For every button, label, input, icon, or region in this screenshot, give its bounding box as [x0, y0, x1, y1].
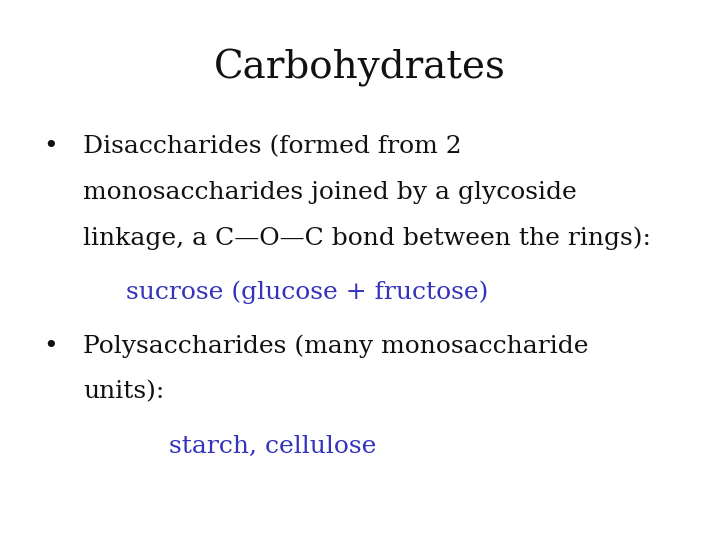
Text: Disaccharides (formed from 2: Disaccharides (formed from 2	[83, 135, 462, 158]
Text: Polysaccharides (many monosaccharide: Polysaccharides (many monosaccharide	[83, 335, 588, 359]
Text: units):: units):	[83, 381, 164, 404]
Text: sucrose (glucose + fructose): sucrose (glucose + fructose)	[126, 281, 488, 305]
Text: monosaccharides joined by a glycoside: monosaccharides joined by a glycoside	[83, 181, 577, 204]
Text: Carbohydrates: Carbohydrates	[214, 49, 506, 86]
Text: •: •	[43, 135, 58, 158]
Text: •: •	[43, 335, 58, 358]
Text: linkage, a C—O—C bond between the rings):: linkage, a C—O—C bond between the rings)…	[83, 227, 651, 251]
Text: starch, cellulose: starch, cellulose	[169, 435, 377, 458]
